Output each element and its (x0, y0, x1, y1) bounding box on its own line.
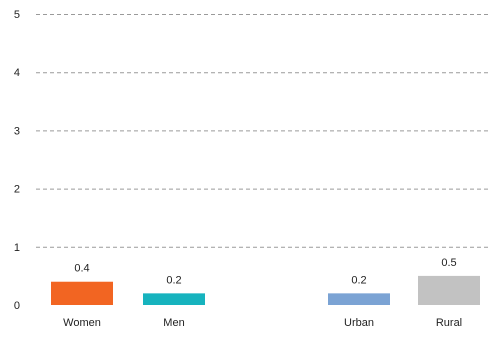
value-label-women: 0.4 (74, 263, 89, 275)
y-tick-label: 4 (14, 67, 20, 79)
bar-urban (328, 293, 390, 305)
y-tick-label: 1 (14, 242, 20, 254)
value-labels: 0.4 0.2 0.2 0.5 (74, 257, 456, 286)
y-tick-label: 3 (14, 125, 20, 137)
bar-women (51, 281, 113, 305)
bar-men (143, 293, 205, 305)
value-label-rural: 0.5 (441, 257, 456, 269)
bar-rural (418, 275, 480, 305)
y-tick-label: 0 (14, 300, 20, 312)
x-tick-label-rural: Rural (436, 317, 462, 329)
x-tick-label-women: Women (63, 317, 101, 329)
y-axis-ticks: 0 1 2 3 4 5 (14, 9, 20, 312)
x-tick-label-urban: Urban (344, 317, 374, 329)
y-tick-label: 5 (14, 9, 20, 21)
y-tick-label: 2 (14, 184, 20, 196)
bars (51, 275, 480, 305)
gridlines (36, 14, 488, 248)
value-label-men: 0.2 (166, 274, 181, 286)
value-label-urban: 0.2 (351, 274, 366, 286)
x-axis-ticks: Women Men Urban Rural (63, 317, 462, 329)
x-tick-label-men: Men (163, 317, 184, 329)
